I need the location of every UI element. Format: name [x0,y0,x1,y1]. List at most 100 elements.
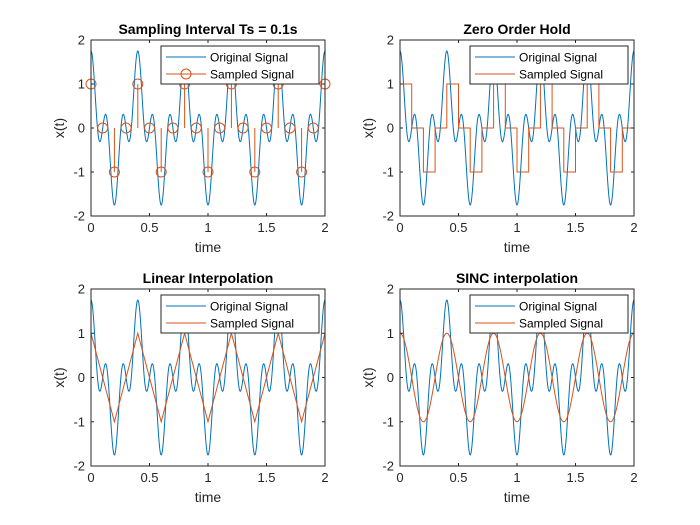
y-tick-label: 2 [78,33,85,48]
x-tick-label: 0.5 [449,470,467,485]
x-tick-label: 1 [513,470,520,485]
series-sampled-line [400,332,634,423]
stem-marker [214,122,226,134]
legend-box [160,294,320,334]
chart-panel-3: 0 0.5 1 1.5 2 -2 -1 0 1 2 Linear Interpolation time… [51,270,329,505]
y-tick-label: 0 [387,121,394,136]
stem-marker [144,122,155,134]
x-tick-label: 1.5 [257,220,275,235]
stem-marker [132,78,144,90]
y-axis-label: x(t) [51,367,67,387]
x-tick-label: 1.5 [566,220,584,235]
x-tick-label: 2 [630,470,637,485]
legend-entry-sampled: Sampled Signal [475,317,603,331]
x-axis-label: time [195,489,222,505]
y-tick-label: 1 [78,77,85,92]
chart-title: Linear Interpolation [143,270,274,286]
chart-title: Zero Order Hold [463,21,570,37]
series-original-line [91,50,325,206]
x-tick-label: 0.5 [140,220,158,235]
y-tick-label: 0 [387,370,394,385]
x-tick-label: 0 [87,470,94,485]
legend-entry-original: Original Signal [166,300,288,314]
x-tick-label: 0.5 [140,470,158,485]
legend-box [469,294,629,334]
x-tick-label: 0 [87,220,94,235]
y-tick-label: 1 [387,77,394,92]
series-original-line [400,299,634,456]
stem-marker [261,122,272,134]
x-tick-label: 1 [204,220,211,235]
x-tick-label: 1 [513,220,520,235]
legend-label: Sampled Signal [519,317,603,331]
legend-entry-sampled: Sampled Signal [166,68,294,82]
legend-label: Sampled Signal [210,317,294,331]
legend-box [160,45,320,85]
stem-marker [296,166,308,178]
chart-panel-1: 0 0.5 1 1.5 2 -2 -1 0 1 2 Sampling Interval Ts = 0… [51,21,331,255]
y-tick-label: 2 [78,282,85,297]
y-tick-label: -1 [382,165,394,180]
legend-label: Original Signal [210,51,288,65]
y-tick-label: -2 [382,459,394,474]
stem-marker [155,166,167,178]
chart-title: SINC interpolation [456,270,578,286]
stem-marker [249,166,261,178]
y-tick-label: 1 [78,326,85,341]
legend-entry-sampled: Sampled Signal [475,68,603,82]
y-tick-label: 2 [387,33,394,48]
y-tick-label: -1 [73,414,85,429]
x-axis-label: time [195,239,222,255]
y-axis-label: x(t) [360,118,376,138]
x-tick-label: 2 [321,220,328,235]
legend-marker-swatch [180,68,192,80]
series-original-line [91,299,325,456]
x-axis-label: time [504,239,531,255]
y-tick-label: -2 [73,209,85,224]
x-tick-label: 2 [321,470,328,485]
stem-marker [97,122,109,134]
x-tick-label: 0.5 [449,220,467,235]
stem-marker [108,166,120,178]
y-axis-label: x(t) [51,118,67,138]
plot-series [400,50,634,206]
legend: Original Signal Sampled Signal [469,294,629,334]
chart-panel-4: 0 0.5 1 1.5 2 -2 -1 0 1 2 SINC interpolation time x(… [360,270,638,505]
y-axis-label: x(t) [360,367,376,387]
x-tick-label: 1 [204,470,211,485]
legend-box [469,45,629,85]
y-tick-label: -1 [382,414,394,429]
x-tick-label: 0 [396,470,403,485]
plot-series [91,299,325,456]
stem-marker [190,122,202,134]
y-tick-label: -2 [73,459,85,474]
stem-marker [284,122,296,134]
legend-entry-original: Original Signal [475,300,597,314]
x-axis-label: time [504,489,531,505]
legend: Original Signal Sampled Signal [160,294,320,334]
y-tick-label: 2 [387,282,394,297]
stem-marker [307,122,319,134]
x-tick-label: 2 [630,220,637,235]
chart-title: Sampling Interval Ts = 0.1s [118,21,297,37]
legend-entry-sampled: Sampled Signal [166,317,294,331]
y-tick-label: -2 [382,209,394,224]
stem-marker [120,122,132,134]
plot-series [400,299,634,456]
legend-entry-original: Original Signal [166,51,288,65]
legend-label: Original Signal [519,300,597,314]
plot-series [91,50,325,206]
y-tick-label: 1 [387,326,394,341]
legend-entry-original: Original Signal [475,51,597,65]
y-tick-label: -1 [73,165,85,180]
legend: Original Signal Sampled Signal [160,45,320,85]
legend-label: Sampled Signal [519,68,603,82]
series-sampled-line [91,331,325,424]
legend-label: Original Signal [519,51,597,65]
x-tick-label: 0 [396,220,403,235]
series-sampled-line [400,83,634,173]
y-tick-label: 0 [78,121,85,136]
stem-marker [167,122,179,134]
y-tick-label: 0 [78,370,85,385]
